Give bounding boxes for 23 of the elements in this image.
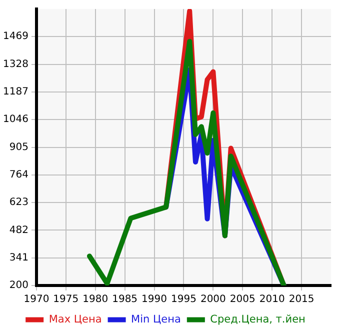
- legend-label: Max Цена: [48, 313, 102, 326]
- y-tick-label: 623: [9, 197, 28, 208]
- y-tick-label: 1328: [2, 58, 28, 70]
- y-tick-label: 905: [9, 142, 28, 153]
- y-tick-label: 482: [9, 224, 28, 236]
- x-tick-label: 1995: [171, 294, 196, 306]
- x-tick-label: 1990: [142, 294, 167, 306]
- y-tick-label: 341: [9, 252, 28, 264]
- x-tick-label: 1985: [112, 294, 138, 306]
- x-tick-label: 2000: [200, 294, 226, 306]
- x-tick-label: 2010: [259, 294, 285, 306]
- x-tick-label: 1975: [53, 294, 79, 306]
- y-tick-label: 1187: [2, 86, 28, 98]
- x-tick-label: 1970: [24, 294, 50, 306]
- y-tick-label: 1469: [2, 31, 28, 42]
- y-tick-label: 764: [9, 169, 28, 180]
- y-tick-label: 1046: [2, 114, 28, 126]
- x-tick-label: 2005: [230, 294, 256, 306]
- y-tick-label: 200: [9, 280, 28, 292]
- x-tick-label: 1980: [82, 294, 108, 306]
- x-tick-label: 2015: [288, 294, 314, 306]
- legend-label: Min Цена: [131, 313, 181, 326]
- legend-label: Сред.Цена, т.йен: [210, 313, 306, 326]
